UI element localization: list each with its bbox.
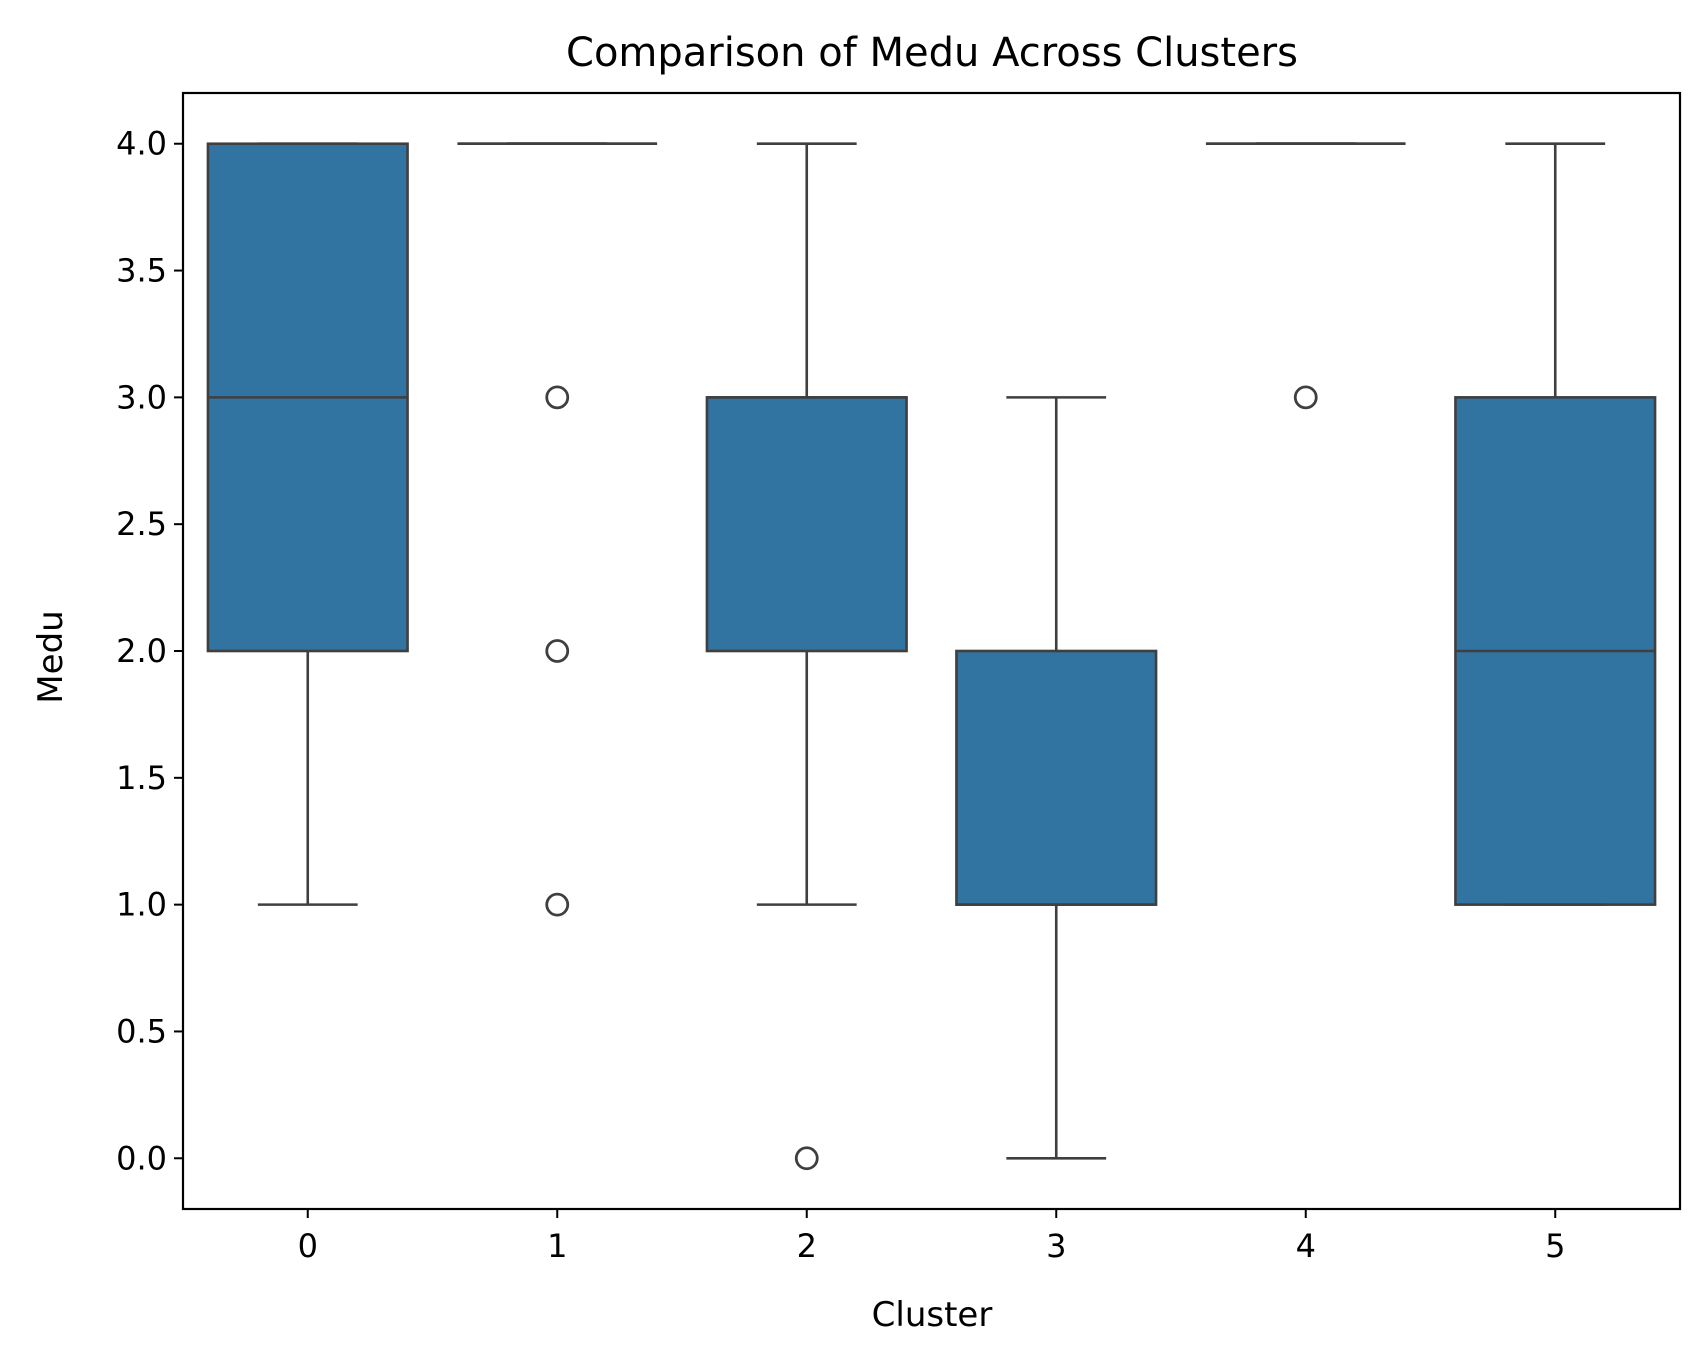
y-tick-label: 2.5 <box>116 505 167 543</box>
y-tick-label: 2.0 <box>116 632 167 670</box>
outlier-point <box>545 639 570 663</box>
plot-area <box>206 142 1657 1171</box>
y-axis-label: Medu <box>31 610 71 703</box>
outlier-point <box>545 892 570 917</box>
outlier-point <box>545 385 570 410</box>
box-cluster-4 <box>1205 142 1406 410</box>
x-axis-label: Cluster <box>872 1295 993 1335</box>
box-cluster-1 <box>457 142 658 917</box>
y-tick-label: 4.0 <box>116 125 167 163</box>
y-tick-label: 0.0 <box>116 1139 167 1177</box>
x-axis: 0 1 2 3 4 5 <box>298 1209 1565 1265</box>
box-cluster-2 <box>705 142 908 1171</box>
outlier-point <box>794 1146 819 1171</box>
box-iqr <box>955 649 1158 906</box>
box-cluster-0 <box>206 142 409 906</box>
y-tick-label: 1.5 <box>116 759 167 797</box>
x-tick-label: 0 <box>298 1227 318 1265</box>
y-tick-label: 3.0 <box>116 378 167 416</box>
y-tick-label: 0.5 <box>116 1012 167 1050</box>
x-tick-label: 4 <box>1296 1227 1316 1265</box>
outlier-point <box>1293 385 1318 410</box>
x-tick-label: 2 <box>797 1227 817 1265</box>
x-tick-label: 3 <box>1046 1227 1066 1265</box>
x-tick-label: 5 <box>1545 1227 1565 1265</box>
y-tick-label: 3.5 <box>116 252 167 290</box>
chart-title: Comparison of Medu Across Clusters <box>566 30 1298 76</box>
box-iqr <box>705 396 908 653</box>
box-cluster-5 <box>1454 142 1657 906</box>
y-tick-label: 1.0 <box>116 886 167 924</box>
x-tick-label: 1 <box>547 1227 567 1265</box>
box-cluster-3 <box>955 396 1158 1160</box>
y-axis: 0.0 0.5 1.0 1.5 2.0 2.5 3.0 3.5 4.0 <box>116 125 183 1177</box>
